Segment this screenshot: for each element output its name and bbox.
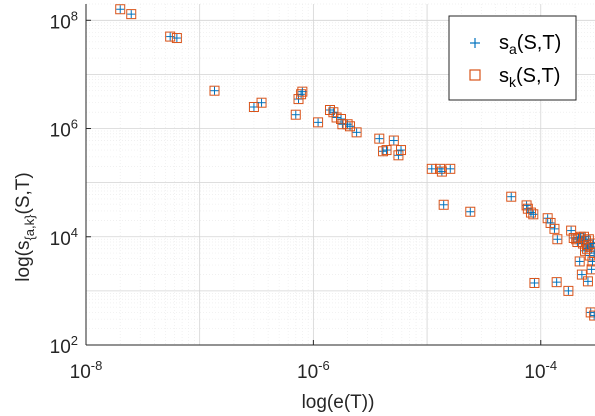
y-tick-label: 104 [50, 225, 78, 250]
sk-square-marker [393, 150, 404, 161]
data-points [115, 4, 595, 321]
axes [85, 4, 595, 346]
legend-label-sa: sa(S,T) [499, 32, 561, 57]
y-tick-label: 106 [50, 117, 78, 142]
minor-grid [86, 3, 595, 345]
sk-square-marker [396, 145, 407, 156]
sk-square-marker [586, 264, 595, 275]
square-marker-icon [469, 69, 481, 81]
legend: sa(S,T) sk(S,T) [448, 15, 577, 101]
x-tick-labels: 10-8 10-6 10-4 [70, 358, 557, 383]
sk-square-marker [328, 107, 339, 118]
sk-square-marker [351, 127, 362, 138]
x-tick-label: 10-8 [70, 358, 103, 383]
x-tick-label: 10-4 [524, 358, 557, 383]
sk-square-marker [388, 135, 399, 146]
sk-square-marker [506, 191, 517, 202]
y-tick-label: 108 [50, 8, 78, 33]
legend-item-sa: sa(S,T) [470, 32, 561, 57]
sk-square-marker [582, 240, 593, 251]
sk-square-marker [552, 234, 563, 245]
sk-square-marker [378, 146, 389, 157]
sk-square-marker [256, 97, 267, 108]
sk-square-marker [171, 33, 182, 44]
sk-square-marker [545, 217, 556, 228]
y-axis-label-tail: (S,T) [13, 172, 34, 214]
plus-marker-icon [470, 38, 480, 48]
sk-square-marker [465, 206, 476, 217]
y-tick-labels: 102 104 106 108 [50, 8, 78, 358]
sk-square-marker [209, 85, 220, 96]
y-axis-label: log(s{a,k}(S,T) [13, 172, 37, 281]
sk-square-marker [588, 238, 595, 249]
sk-square-marker [551, 277, 562, 288]
sk-square-marker [165, 31, 176, 42]
sk-square-marker [445, 163, 456, 174]
sk-square-marker [324, 104, 335, 115]
sk-square-marker [438, 199, 449, 210]
sk-square-marker [342, 119, 353, 130]
sk-square-marker [574, 256, 585, 267]
sk-square-marker [336, 113, 347, 124]
sk-square-marker [585, 241, 595, 252]
x-tick-label: 10-6 [297, 358, 330, 383]
sk-square-marker [374, 133, 385, 144]
sk-square-marker [313, 117, 324, 128]
sk-square-marker [585, 307, 595, 318]
sk-square-marker [296, 89, 307, 100]
sk-square-marker [290, 109, 301, 120]
sk-square-marker [549, 223, 560, 234]
legend-box [448, 15, 577, 101]
sk-square-marker [522, 203, 533, 214]
sk-square-marker [435, 163, 446, 174]
y-axis-label-sub: {a,k} [22, 214, 37, 241]
sk-square-marker [563, 285, 574, 296]
y-axis-label-main: log(s [13, 241, 34, 282]
y-tick-label: 102 [50, 333, 78, 358]
sk-square-marker [436, 166, 447, 177]
sk-square-marker [528, 209, 539, 220]
sk-square-marker [345, 121, 356, 132]
x-axis-label: log(e(T)) [302, 392, 375, 413]
sk-square-marker [589, 248, 595, 259]
sk-square-marker [582, 276, 593, 287]
sk-square-marker [525, 207, 536, 218]
sk-square-marker [297, 86, 308, 97]
sk-square-marker [381, 145, 392, 156]
sk-square-marker [566, 225, 577, 236]
sk-square-marker [587, 256, 595, 267]
sk-square-marker [576, 269, 587, 280]
legend-item-sk: sk(S,T) [469, 65, 560, 90]
sk-square-marker [115, 4, 126, 15]
legend-label-sk: sk(S,T) [499, 65, 560, 90]
sk-square-marker [126, 9, 137, 20]
sk-square-marker [529, 277, 540, 288]
sk-square-marker [589, 310, 595, 321]
